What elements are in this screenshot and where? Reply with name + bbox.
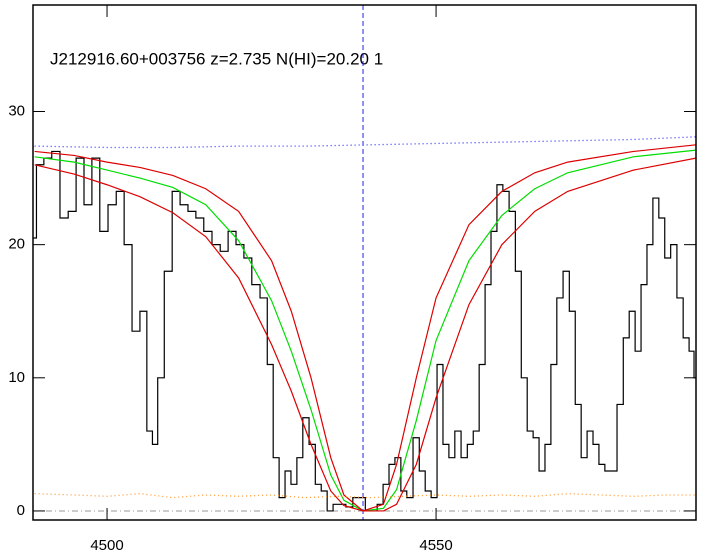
- series-line: [34, 492, 696, 499]
- series-line: [34, 144, 696, 512]
- y-tick-label: 30: [8, 102, 25, 119]
- series-line: [33, 150, 696, 512]
- series-line: [34, 136, 696, 149]
- x-tick-label: 4500: [90, 537, 123, 554]
- chart-title: J212916.60+003756 z=2.735 N(HI)=20.20 1: [50, 49, 383, 68]
- series-line: [34, 157, 696, 512]
- y-tick-label: 10: [8, 369, 25, 386]
- y-tick-label: 20: [8, 236, 25, 253]
- series-line: [34, 149, 696, 512]
- y-tick-label: 0: [17, 502, 25, 519]
- plot-frame: [32, 4, 697, 521]
- x-tick-label: 4550: [419, 537, 452, 554]
